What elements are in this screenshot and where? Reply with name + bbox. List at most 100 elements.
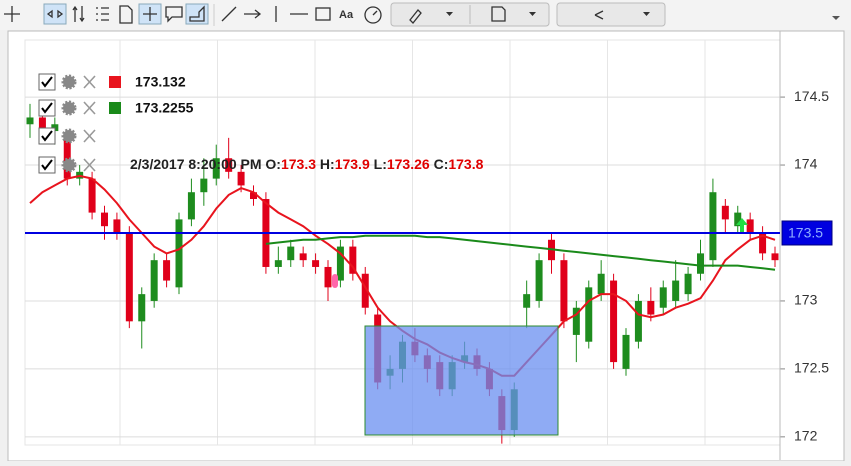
candle-body (672, 280, 680, 301)
gauge-tool[interactable] (364, 6, 382, 24)
info-field-value: 173.26 (387, 156, 430, 172)
draw-dropdown[interactable] (409, 9, 422, 24)
candle-body (88, 178, 96, 213)
candle-body (659, 287, 667, 308)
info-field-value: 173.8 (448, 156, 483, 172)
settings-gear[interactable] (61, 100, 77, 116)
info-field-label: L: (374, 156, 387, 172)
share-dropdown[interactable] (556, 2, 666, 27)
toolbar-expand[interactable] (832, 16, 840, 20)
candle-body (697, 253, 704, 274)
settings-gear[interactable] (61, 74, 77, 90)
hline-label: 173.5 (788, 225, 823, 241)
legend-swatch (109, 102, 121, 114)
line-tool[interactable] (221, 6, 237, 22)
candle-body (560, 260, 568, 322)
candle-body (336, 246, 344, 281)
overlay: 172 172.5 173 174 174.5 173.5 (25, 88, 833, 444)
comment-tool[interactable] (165, 6, 183, 23)
y-tick-label: 172 (794, 428, 818, 444)
candle-body (759, 232, 767, 254)
scroll-tool[interactable] (43, 3, 67, 25)
check (41, 130, 53, 142)
candle-body (175, 219, 183, 288)
candle-body (324, 266, 332, 288)
y-tick-label: 173 (794, 292, 818, 308)
info-time: 2/3/2017 8:20:00 PM (130, 156, 262, 172)
candle-body (299, 253, 307, 261)
candle-body (274, 260, 282, 267)
candle-body (250, 192, 257, 200)
info-field-label: C: (434, 156, 449, 172)
candle-body (26, 117, 34, 125)
settings-gear[interactable] (61, 157, 77, 173)
candle-body (138, 294, 146, 322)
y-tick-label: 174.5 (794, 88, 829, 104)
remove-x[interactable] (83, 129, 96, 143)
legend-label: 173.2255 (135, 100, 194, 116)
arrow-tool[interactable] (244, 9, 262, 19)
crosshair-tool[interactable] (4, 6, 20, 22)
info-field-value: 173.3 (281, 156, 316, 172)
candle-body (597, 273, 605, 295)
candle-body (585, 287, 593, 342)
candle-body (361, 273, 369, 308)
remove-x[interactable] (83, 158, 96, 172)
candle-body (572, 307, 580, 335)
legend: 173.132 173.2255 (38, 73, 194, 174)
candle-body (622, 334, 630, 369)
candle-body (212, 158, 220, 179)
candle-body (610, 280, 618, 363)
candle-body (523, 294, 531, 308)
candle-body (647, 300, 655, 315)
settings-gear[interactable] (61, 128, 77, 144)
page-tool[interactable] (119, 5, 133, 24)
candle-body (721, 205, 729, 220)
marker (332, 274, 338, 288)
candle-body (771, 253, 779, 261)
bar-info: 2/3/2017 8:20:00 PM O:173.3 H:173.9 L:17… (130, 156, 484, 172)
remove-x[interactable] (83, 75, 96, 89)
legend-swatch (109, 76, 121, 88)
candle-body (237, 171, 245, 186)
candle-body (349, 246, 357, 274)
candle-body (312, 260, 320, 267)
candle-body (113, 219, 121, 233)
hline-label-box (781, 220, 833, 246)
rect-tool[interactable] (315, 7, 331, 21)
candle-body (535, 260, 543, 301)
check (41, 102, 53, 114)
y-tick-label: 172.5 (794, 360, 829, 376)
candle-body (225, 158, 233, 172)
save-dropdown[interactable] (491, 6, 506, 22)
remove-x[interactable] (83, 101, 96, 115)
candle-body (200, 178, 208, 193)
text-tool[interactable]: Aa (339, 9, 354, 21)
candle-body (101, 212, 108, 227)
candle-body (125, 232, 133, 322)
toolbar-icons: Aa (4, 2, 840, 27)
list-tool[interactable] (96, 7, 109, 21)
drawn-rectangle[interactable] (364, 325, 559, 436)
legend-label: 173.132 (135, 74, 186, 90)
info-field-label: O: (265, 156, 281, 172)
info-field-value: 173.9 (335, 156, 370, 172)
candle-body (709, 192, 717, 261)
sort-tool[interactable] (72, 5, 85, 23)
candle-body (684, 273, 692, 295)
candle-body (150, 260, 158, 301)
candle-body (746, 219, 754, 233)
check (41, 76, 53, 88)
candle-body (734, 212, 742, 227)
candle-body (163, 260, 171, 281)
candle-body (287, 246, 295, 261)
ma-line (265, 234, 776, 271)
candle-body (38, 117, 46, 132)
info-field-label: H: (320, 156, 335, 172)
candle-body (634, 300, 642, 342)
signal-arrow (736, 218, 748, 232)
y-tick-label: 174 (794, 156, 818, 172)
candle-body (187, 192, 195, 220)
